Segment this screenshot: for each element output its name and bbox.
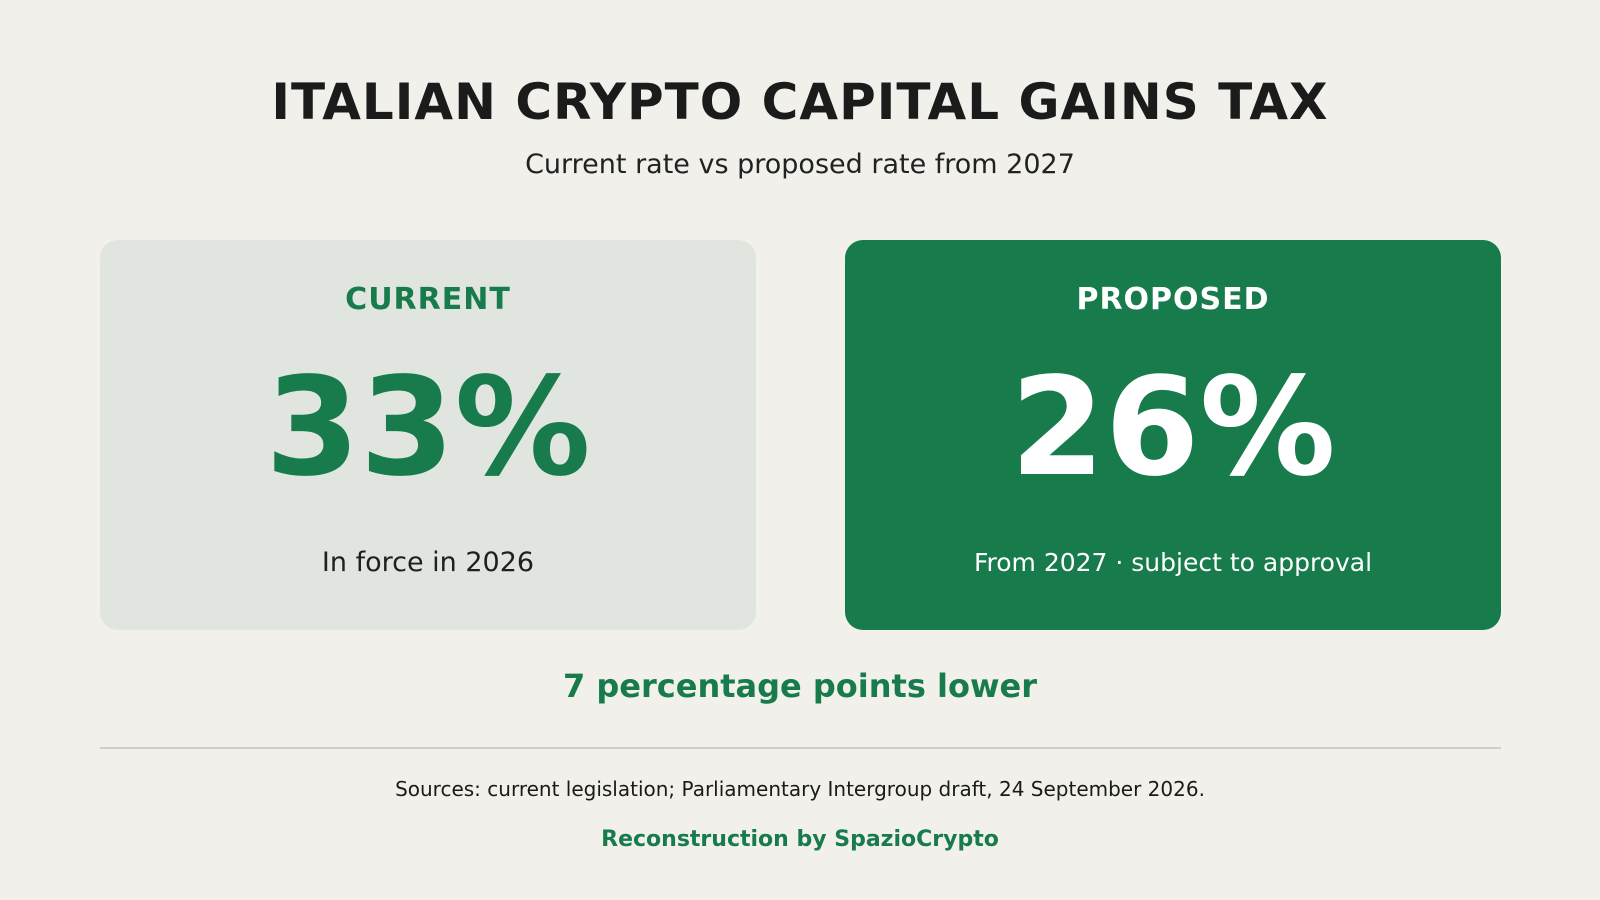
page-subtitle: Current rate vs proposed rate from 2027 [525,149,1075,180]
rate-difference: 7 percentage points lower [562,667,1037,705]
current-rate-label: CURRENT [345,282,511,317]
proposed-rate-card: PROPOSED 26% From 2027 · subject to appr… [845,240,1501,630]
current-rate-note: In force in 2026 [321,547,535,578]
current-rate-value: 33% [265,349,591,507]
footer-divider [100,747,1501,749]
current-rate-card: CURRENT 33% In force in 2026 [100,240,756,630]
proposed-rate-value: 26% [1010,349,1336,507]
proposed-rate-note: From 2027 · subject to approval [973,548,1373,577]
page-title: ITALIAN CRYPTO CAPITAL GAINS TAX [271,73,1329,131]
credit-line: Reconstruction by SpazioCrypto [601,827,999,852]
proposed-rate-label: PROPOSED [1076,282,1270,317]
sources-note: Sources: current legislation; Parliament… [395,777,1205,801]
